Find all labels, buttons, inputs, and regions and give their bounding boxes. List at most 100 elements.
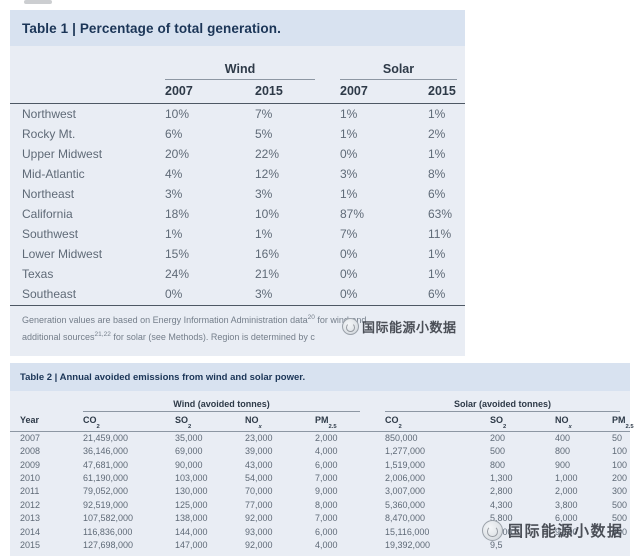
table-cell: 6% [428,187,446,201]
year-cell: 2013 [20,513,41,524]
table-cell: 200 [490,432,506,443]
footnote-ref: 21,22 [94,330,111,338]
table-cell: 2,006,000 [385,472,426,483]
table-cell: 10% [165,107,190,121]
table1-footnote: Generation values are based on Energy In… [10,305,465,348]
table1-title-band: Table 1 | Percentage of total generation… [10,10,465,46]
table-cell: 16% [255,247,280,261]
table-cell: 4,300 [490,499,513,510]
table-row: California 18% 10% 87% 63% [10,204,465,224]
table-cell: 69,000 [175,446,203,457]
table-cell: 1,277,000 [385,446,426,457]
header-main: CO [83,415,97,425]
footnote-text: for wind and [314,315,367,325]
region-cell: Upper Midwest [22,147,103,161]
table-cell: 2% [428,127,446,141]
table-cell: 7,000 [315,513,338,524]
table-cell: 8,000 [315,499,338,510]
table-cell: 1% [340,187,358,201]
table-cell: 500 [612,513,628,524]
header-subscript: 2.5 [328,423,337,430]
header-subscript: x [258,423,262,430]
header-main: CO [385,415,399,425]
table1-label: Table 1 | [22,20,76,36]
table-cell: 7,000 [315,472,338,483]
region-cell: Northwest [22,107,77,121]
region-cell: Northeast [22,187,75,201]
table-cell: 1,519,000 [385,459,426,470]
table1-caption: Percentage of total generation. [79,20,281,36]
year-cell: 2008 [20,446,41,457]
table-cell: 87% [340,207,365,221]
table-cell: 1,000 [555,472,578,483]
table-cell: 7% [340,227,358,241]
table-cell: 144,000 [175,526,208,537]
table-cell: 1% [340,127,358,141]
table-cell: 100 [612,446,628,457]
table-cell: 15% [165,247,190,261]
table-cell: 39,000 [245,446,273,457]
table-cell: 1% [428,247,446,261]
table-cell: 8,470,000 [385,513,426,524]
table2-column-header: CO2 [385,412,490,431]
table-row: 2012 92,519,000 125,000 77,000 8,000 5,360,00… [10,499,630,512]
table-row: 2009 47,681,000 90,000 43,000 6,000 1,519,000… [10,459,630,472]
header-subscript: 2.5 [625,423,634,430]
table-cell: 10% [255,207,280,221]
table-cell: 1% [428,107,446,121]
table-cell: 6,000 [555,513,578,524]
table-cell: 130,000 [175,486,208,497]
table-cell: 43,000 [245,459,273,470]
footnote-line-2: additional sources21,22 for solar (see M… [22,328,453,345]
table-cell: 9,000 [315,486,338,497]
table-cell: 0% [340,147,358,161]
table-cell: 92,000 [245,539,273,550]
year-cell: 2009 [20,459,41,470]
table1-year-header: 2015 [255,84,283,98]
table-cell: 800 [490,459,506,470]
table-2: Table 2 | Annual avoided emissions from … [10,363,634,556]
header-main: NO [555,415,569,425]
table-cell: 138,000 [175,513,208,524]
table-cell: 1% [428,267,446,281]
table-cell: 77,000 [245,499,273,510]
table-cell: 79,052,000 [83,486,129,497]
table-cell: 6,000 [315,459,338,470]
footnote-text: additional sources [22,331,95,342]
table-cell: 300 [612,486,628,497]
watermark-logo-icon [342,318,359,335]
table-row: Upper Midwest 20% 22% 0% 1% [10,144,465,164]
table-cell: 0% [165,287,183,301]
header-subscript: x [568,423,572,430]
table-cell: 1% [340,107,358,121]
table2-label: Table 2 | [20,371,58,383]
table-cell: 19,392,000 [385,539,431,550]
table-cell: 6% [428,287,446,301]
table-1: Table 1 | Percentage of total generation… [10,10,465,356]
table2-column-header: SO2 [175,412,245,431]
region-cell: Mid-Atlantic [22,167,85,181]
table-cell: 147,000 [175,539,208,550]
table1-year-header-row: 2007 2015 2007 2015 [10,80,465,104]
table-row: 2015 127,698,000 147,000 92,000 4,000 19,392,… [10,539,630,552]
table-row: Northeast 3% 3% 1% 6% [10,184,465,204]
table-row: 2008 36,146,000 69,000 39,000 4,000 1,277,000… [10,445,630,458]
table1-year-header: 2007 [340,84,368,98]
year-cell: 2015 [20,539,41,550]
table2-caption: Annual avoided emissions from wind and s… [59,371,306,383]
table-cell: 21,459,000 [83,432,129,443]
table1-year-header: 2007 [165,84,193,98]
table2-group-header-row: Wind (avoided tonnes) Solar (avoided ton… [10,399,630,412]
table1-rows: Northwest 10% 7% 1% 1% Rocky Mt. 6% 5% 1% 2% Upper… [10,104,465,304]
watermark-table1: 国际能源小数据 [342,317,457,336]
table-cell: 92,519,000 [83,499,129,510]
table-cell: 3% [165,187,183,201]
region-cell: Rocky Mt. [22,127,76,141]
table1-body: Wind Solar 2007 2015 2007 2015 Northwest… [10,46,465,356]
table-cell: 50 [612,432,623,443]
table-cell: 4,000 [315,539,338,550]
table-row: Northwest 10% 7% 1% 1% [10,104,465,124]
table-cell: 12% [255,167,280,181]
table2-column-header-row: Year CO2 SO2 NOx PM2.5 CO2 SO2 NOx PM2.5 [10,412,634,432]
